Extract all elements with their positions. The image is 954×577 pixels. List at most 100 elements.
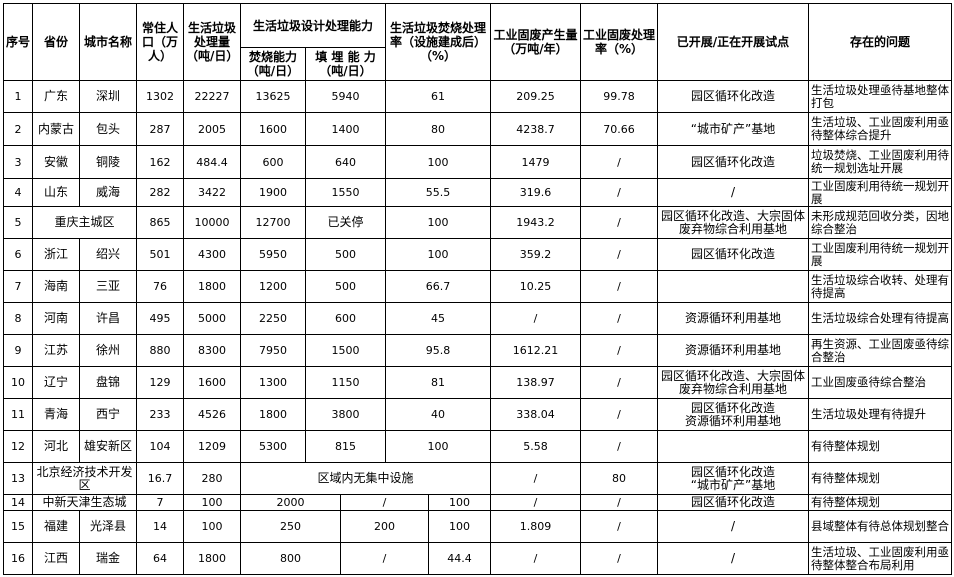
cell-population: 1302 — [136, 80, 184, 113]
header-issues: 存在的问题 — [808, 3, 952, 81]
cell-population: 880 — [136, 334, 184, 367]
cell-issues: 县域整体有待总体规划整合 — [808, 510, 952, 543]
cell-city: 绍兴 — [79, 238, 137, 271]
cell-province: 河南 — [32, 302, 80, 335]
cell-incineration: 5300 — [240, 430, 306, 463]
cell-msw: 100 — [183, 494, 241, 511]
cell-incineration: 2000 — [240, 494, 341, 511]
cell-population: 14 — [136, 510, 184, 543]
table-row: 1 广东 深圳 1302 22227 13625 5940 61 209.25 99.78 园区循环… — [3, 80, 952, 113]
cell-ind-rate: 80 — [580, 462, 658, 495]
cell-incin-rate: 100 — [428, 510, 491, 543]
cell-msw: 4300 — [183, 238, 241, 271]
header-ind-rate: 工业固废处理率（%） — [580, 3, 658, 81]
cell-no: 8 — [3, 302, 33, 335]
table-row: 7 海南 三亚 76 1800 1200 500 66.7 10.25/ 生活垃圾综合收转、处理有… — [3, 270, 952, 303]
cell-population: 16.7 — [136, 462, 184, 495]
header-province: 省份 — [32, 3, 80, 81]
cell-pilot: / — [657, 542, 809, 575]
cell-incin-rate: 100 — [385, 430, 491, 463]
cell-incineration: 1200 — [240, 270, 306, 303]
cell-province: 广东 — [32, 80, 80, 113]
cell-population: 865 — [136, 206, 184, 239]
cell-pilot: 园区循环化改造 “城市矿产”基地 — [657, 462, 809, 495]
cell-no: 13 — [3, 462, 33, 495]
cell-province: 江苏 — [32, 334, 80, 367]
cell-issues: 工业固废利用待统一规划开展 — [808, 178, 952, 207]
cell-ind-waste: 1612.21 — [490, 334, 581, 367]
cell-landfill: 640 — [305, 145, 386, 179]
cell-landfill: 500 — [305, 270, 386, 303]
cell-province: 浙江 — [32, 238, 80, 271]
cell-ind-waste: 10.25 — [490, 270, 581, 303]
cell-no: 16 — [3, 542, 33, 575]
table-row: 15 福建 光泽县 14 100 250 200 100 1.809// 县域整体有待总体规划整合 — [3, 510, 952, 543]
cell-province: 山东 — [32, 178, 80, 207]
cell-city: 深圳 — [79, 80, 137, 113]
cell-ind-rate: / — [580, 145, 658, 179]
cell-msw: 1600 — [183, 366, 241, 399]
cell-issues: 工业固废亟待综合整治 — [808, 366, 952, 399]
header-incin-rate: 生活垃圾焚烧处理率（设施建成后）（%） — [385, 3, 491, 81]
cell-province: 江西 — [32, 542, 80, 575]
header-incineration: 焚烧能力（吨/日） — [240, 47, 306, 81]
table-row: 12 河北 雄安新区 104 1209 5300 815 100 5.58/ 有待整体规划 — [3, 430, 952, 463]
cell-no: 7 — [3, 270, 33, 303]
cell-msw: 3422 — [183, 178, 241, 207]
cell-pilot: 园区循环化改造 资源循环利用基地 — [657, 398, 809, 431]
cell-ind-waste: 209.25 — [490, 80, 581, 113]
cell-city: 威海 — [79, 178, 137, 207]
cell-msw: 8300 — [183, 334, 241, 367]
cell-issues: 未形成规范回收分类，因地综合整治 — [808, 206, 952, 239]
cell-no: 14 — [3, 494, 33, 511]
cell-incin-rate: 100 — [385, 238, 491, 271]
table-row: 14 中新天津生态城 7 100 2000/100// 园区循环化改造 有待整体规划 — [3, 494, 952, 511]
cell-pilot: 园区循环化改造 — [657, 145, 809, 179]
cell-population: 64 — [136, 542, 184, 575]
cell-issues: 生活垃圾、工业固废利用亟待整体整合布局利用 — [808, 542, 952, 575]
cell-ind-waste: 4238.7 — [490, 112, 581, 146]
cell-no: 4 — [3, 178, 33, 207]
cell-incin-rate: 44.4 — [428, 542, 491, 575]
cell-issues: 有待整体规划 — [808, 494, 952, 511]
cell-ind-rate: / — [580, 334, 658, 367]
header-capacity: 生活垃圾设计处理能力 — [240, 3, 386, 48]
cell-incin-rate: 80 — [385, 112, 491, 146]
cell-incineration: 1800 — [240, 398, 306, 431]
cell-incineration: 250 — [240, 510, 341, 543]
cell-ind-rate: / — [580, 542, 658, 575]
cell-issues: 生活垃圾处理有待提升 — [808, 398, 952, 431]
cell-incineration: 1600 — [240, 112, 306, 146]
cell-no: 15 — [3, 510, 33, 543]
cell-landfill: 已关停 — [305, 206, 386, 239]
cell-ind-waste: / — [490, 494, 581, 511]
table-row: 13 北京经济技术开发区 16.7 280 区域内无集中设施/80 园区循环化改造 “城市… — [3, 462, 952, 495]
cell-landfill: 3800 — [305, 398, 386, 431]
cell-incineration: 600 — [240, 145, 306, 179]
cell-ind-rate: / — [580, 366, 658, 399]
cell-ind-waste: 319.6 — [490, 178, 581, 207]
cell-city: 铜陵 — [79, 145, 137, 179]
cell-city: 雄安新区 — [79, 430, 137, 463]
cell-ind-rate: 99.78 — [580, 80, 658, 113]
cell-incineration: 2250 — [240, 302, 306, 335]
cell-city: 徐州 — [79, 334, 137, 367]
cell-msw: 484.4 — [183, 145, 241, 179]
cell-city: 三亚 — [79, 270, 137, 303]
cell-pilot: “城市矿产”基地 — [657, 112, 809, 146]
cell-population: 7 — [136, 494, 184, 511]
cell-ind-waste: / — [490, 302, 581, 335]
cell-incineration: 12700 — [240, 206, 306, 239]
cell-msw: 1800 — [183, 542, 241, 575]
cell-ind-waste: 5.58 — [490, 430, 581, 463]
cell-landfill: / — [340, 542, 429, 575]
cell-population: 287 — [136, 112, 184, 146]
table-row: 8 河南 许昌 495 5000 2250 600 45// 资源循环利用基地 生活垃圾综合处理有… — [3, 302, 952, 335]
cell-ind-waste: 359.2 — [490, 238, 581, 271]
cell-landfill: 1550 — [305, 178, 386, 207]
cell-incineration: 1300 — [240, 366, 306, 399]
cell-pilot: 园区循环化改造、大宗固体废弃物综合利用基地 — [657, 206, 809, 239]
cell-landfill: 200 — [340, 510, 429, 543]
cell-incin-rate: 40 — [385, 398, 491, 431]
cell-ind-rate: / — [580, 510, 658, 543]
